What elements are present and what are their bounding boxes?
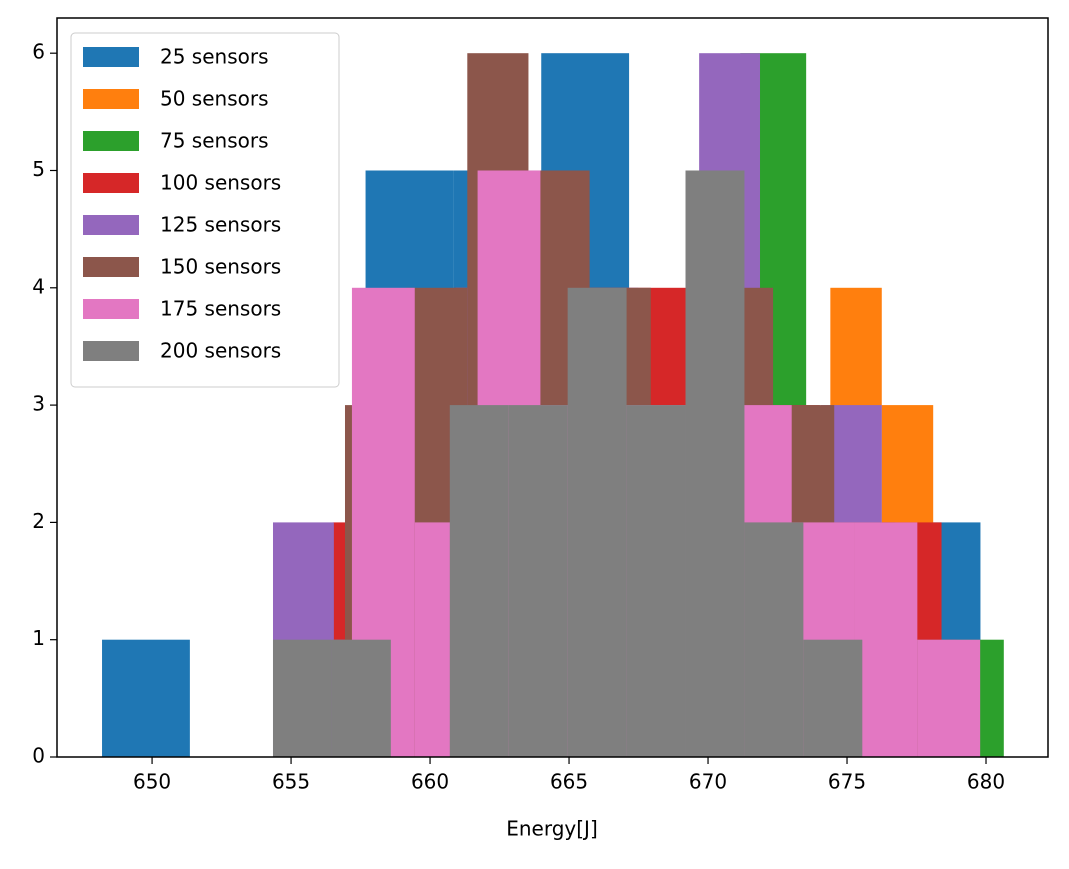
- legend-label: 200 sensors: [160, 339, 281, 363]
- legend-label: 75 sensors: [160, 129, 269, 153]
- legend-swatch: [83, 215, 139, 235]
- legend-label: 50 sensors: [160, 87, 269, 111]
- x-tick-label: 650: [133, 770, 171, 794]
- legend-swatch: [83, 47, 139, 67]
- legend-swatch: [83, 299, 139, 319]
- legend-swatch: [83, 89, 139, 109]
- y-tick-label: 2: [32, 509, 45, 533]
- bar: [854, 522, 918, 757]
- bar: [626, 405, 686, 757]
- x-tick-label: 670: [689, 770, 727, 794]
- y-tick-label: 1: [32, 626, 45, 650]
- legend-label: 100 sensors: [160, 171, 281, 195]
- x-tick-label: 655: [272, 770, 310, 794]
- legend-label: 25 sensors: [160, 45, 269, 69]
- y-tick-label: 6: [32, 40, 45, 64]
- bar: [803, 639, 863, 757]
- bar: [102, 639, 190, 757]
- plot-frame: [56, 17, 1049, 758]
- x-tick-label: 665: [550, 770, 588, 794]
- y-tick-label: 5: [32, 157, 45, 181]
- legend-label: 150 sensors: [160, 255, 281, 279]
- x-tick-label: 680: [967, 770, 1005, 794]
- bar: [744, 522, 804, 757]
- bar: [331, 639, 391, 757]
- legend-box: [70, 32, 340, 388]
- y-tick-label: 3: [32, 392, 45, 416]
- legend-label: 175 sensors: [160, 297, 281, 321]
- y-tick-label: 0: [32, 744, 45, 768]
- bar: [685, 170, 745, 757]
- legend-swatch: [83, 341, 139, 361]
- bar: [272, 639, 332, 757]
- x-tick-label: 660: [411, 770, 449, 794]
- bar: [567, 287, 627, 757]
- bar: [449, 405, 509, 757]
- y-tick-label: 4: [32, 274, 45, 298]
- legend-swatch: [83, 173, 139, 193]
- x-axis-label: Energy[J]: [506, 817, 598, 841]
- x-tick-label: 675: [828, 770, 866, 794]
- legend-label: 125 sensors: [160, 213, 281, 237]
- bar: [508, 405, 568, 757]
- legend-swatch: [83, 257, 139, 277]
- legend-swatch: [83, 131, 139, 151]
- bar: [917, 639, 981, 757]
